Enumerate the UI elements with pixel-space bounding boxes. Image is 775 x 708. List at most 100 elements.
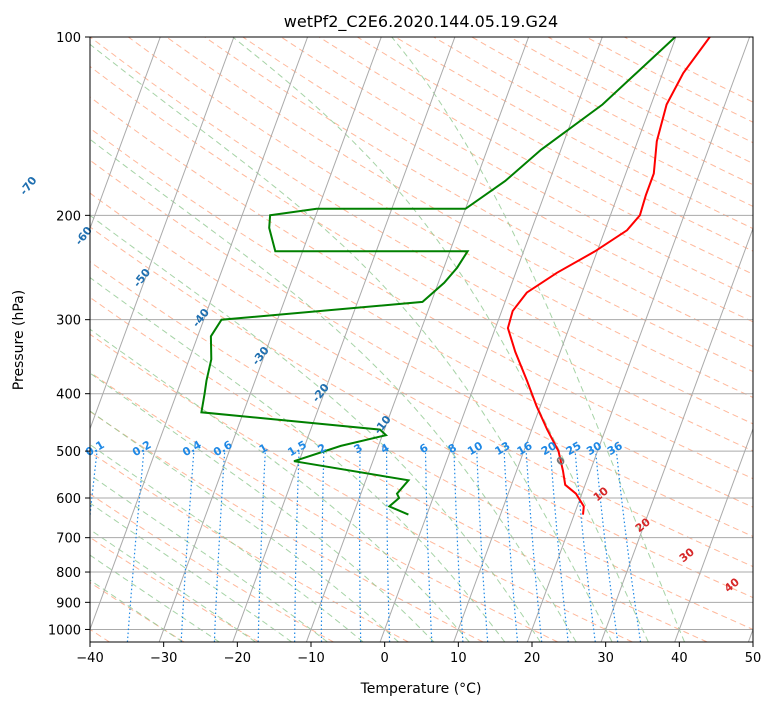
profile-series [200, 37, 711, 516]
isotherm-line [305, 37, 530, 642]
mixing-ratio-line [453, 451, 464, 642]
x-tick-label: −30 [150, 651, 177, 666]
mixing-ratio-line [126, 451, 145, 642]
mixing-ratio-line [615, 451, 642, 642]
upper-label: 0 [554, 454, 568, 469]
mixing-ratio-line [213, 451, 226, 642]
moist-adiabat [90, 528, 256, 642]
isotherm-label: -70 [17, 174, 40, 198]
plot-frame [89, 36, 754, 643]
dry-adiabat [90, 261, 753, 630]
dry-adiabat [242, 37, 753, 323]
dry-adiabat [433, 37, 753, 207]
chart-title: wetPf2_C2E6.2020.144.05.19.G24 [284, 12, 558, 32]
line-labels: 0.10.20.40.611.52346810131620253036-100-… [17, 174, 742, 595]
y-tick-label: 200 [56, 209, 81, 224]
dry-adiabat [90, 127, 753, 508]
mixing-ratio-label: 36 [605, 439, 625, 458]
dry-adiabat [624, 37, 753, 103]
dry-adiabat [90, 226, 753, 599]
x-tick-label: 0 [381, 651, 389, 666]
y-tick-label: 900 [56, 596, 81, 611]
x-tick-label: −40 [76, 651, 103, 666]
y-tick-label: 800 [56, 566, 81, 581]
moist-adiabat [90, 372, 435, 642]
x-axis-label: Temperature (°C) [360, 681, 482, 697]
mixing-ratio-label: 1 [257, 441, 270, 456]
x-axis: −40 −30 −20 −10 0 10 20 30 40 50 [76, 642, 761, 666]
dry-adiabat [318, 37, 753, 275]
moist-adiabat [90, 138, 577, 642]
y-axis: 100 200 300 400 500 600 700 800 900 1000 [48, 31, 90, 638]
dry-adiabat [90, 37, 753, 425]
mixing-ratio-label: 16 [515, 439, 535, 458]
dry-adiabat [90, 333, 633, 642]
x-tick-label: 20 [524, 651, 541, 666]
mixing-ratio-label: 1.5 [286, 438, 309, 459]
moist-adiabat [90, 328, 470, 642]
dry-adiabat [90, 65, 753, 452]
moist-adiabat [90, 276, 506, 642]
y-tick-label: 1000 [48, 623, 81, 638]
dry-adiabat [90, 493, 334, 642]
dry-adiabat [547, 37, 753, 144]
isotherm-line [90, 37, 235, 431]
dry-adiabat [471, 37, 753, 186]
mixing-ratio-line [257, 451, 266, 642]
x-tick-label: 30 [597, 651, 614, 666]
dry-adiabat [90, 296, 708, 642]
y-tick-label: 100 [56, 31, 81, 46]
dry-adiabat [90, 581, 185, 642]
isotherm-line [453, 37, 677, 642]
moist-adiabat [90, 443, 364, 642]
x-tick-label: −20 [224, 651, 251, 666]
temperature-line [506, 37, 711, 515]
mixing-ratio-line [320, 451, 325, 642]
isotherm-line [600, 226, 753, 642]
y-tick-label: 400 [56, 388, 81, 403]
mixing-ratio-line [90, 451, 98, 521]
mixing-ratio-label: 0.1 [83, 438, 106, 459]
moist-adiabat [391, 37, 685, 642]
y-axis-label: Pressure (hPa) [11, 290, 27, 390]
mixing-ratio-label: 4 [378, 441, 391, 456]
mixing-ratio-line [180, 451, 195, 642]
y-tick-label: 700 [56, 532, 81, 547]
dry-adiabat [128, 37, 753, 398]
upper-label: 10 [591, 484, 611, 504]
mixing-ratio-label: 6 [417, 441, 430, 456]
mixing-ratio-label: 3 [352, 441, 365, 456]
isotherm-line [379, 37, 603, 642]
moist-adiabat [90, 579, 183, 642]
upper-label: 20 [633, 515, 653, 535]
dry-adiabat [90, 371, 558, 642]
isotherm-line [674, 427, 753, 642]
mixing-ratio-line [549, 451, 569, 642]
x-tick-label: 10 [450, 651, 467, 666]
moist-adiabat [90, 43, 613, 642]
mixing-ratio-line [574, 451, 596, 642]
isotherm-line [90, 37, 161, 230]
x-tick-label: −10 [297, 651, 324, 666]
dewpoint-line [200, 37, 676, 516]
mixing-ratio-line [294, 451, 300, 642]
dry-adiabat [90, 192, 753, 568]
y-tick-label: 600 [56, 492, 81, 507]
upper-label: 30 [677, 545, 697, 565]
mixing-ratio-label: 0.6 [211, 438, 235, 459]
isotherm-line [232, 37, 456, 642]
mixing-ratio-line [503, 451, 519, 642]
moist-adiabat [90, 474, 328, 642]
dry-adiabat [90, 536, 260, 642]
dry-adiabat [204, 37, 753, 347]
dry-adiabat [90, 410, 484, 642]
isotherm-line [90, 37, 309, 631]
mixing-ratio-label: 10 [465, 439, 485, 458]
moist-adiabat [90, 214, 541, 642]
moist-adiabat [90, 502, 292, 642]
x-tick-label: 40 [671, 651, 688, 666]
isotherm-label: -10 [371, 413, 394, 437]
mixing-ratio-line [525, 451, 543, 642]
mixing-ratio-line [359, 451, 362, 642]
